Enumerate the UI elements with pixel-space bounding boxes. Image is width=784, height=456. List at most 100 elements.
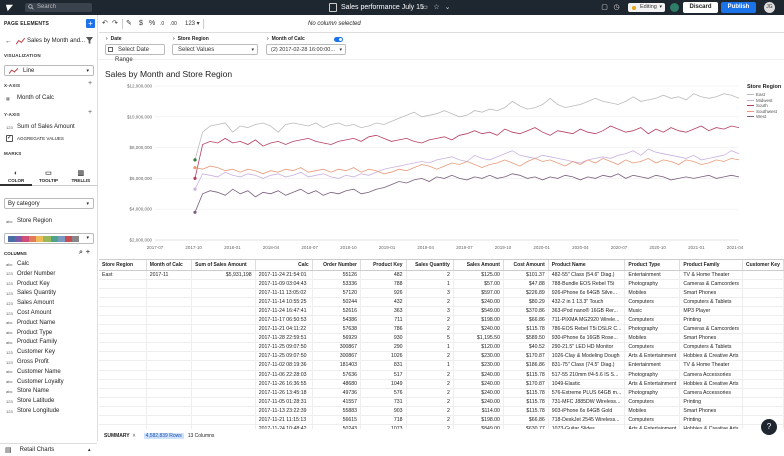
column-item[interactable]: 123 Store Longitude (6, 408, 59, 414)
table-row[interactable]: 2017-11-06 22:28:03 57636 517 2 $240.00 $115.… (99, 370, 784, 380)
column-item[interactable]: abc Customer Name (6, 369, 61, 375)
column-item[interactable]: 123 Store Latitude (6, 398, 54, 404)
selected-element-row[interactable]: ← Sales by Month and... (0, 35, 97, 47)
column-item[interactable]: 123 Product Key (6, 281, 50, 287)
search-columns-icon[interactable]: ⌕+ (78, 249, 93, 256)
chevron-down-icon[interactable]: ⌄ (444, 4, 451, 11)
folder-icon[interactable]: ▭ (421, 4, 428, 11)
publish-button[interactable]: Publish (721, 2, 756, 13)
column-header[interactable]: Month of Calc (146, 260, 193, 271)
percent-format-icon[interactable]: % (149, 20, 156, 27)
legend-item[interactable]: Southwest (747, 109, 781, 115)
column-header[interactable]: Product Key (360, 260, 407, 271)
y-axis-field[interactable]: 123 Sum of Sales Amount (6, 124, 75, 130)
add-x-axis-icon[interactable]: + (88, 80, 93, 87)
series-start-point[interactable] (193, 176, 197, 180)
document-title[interactable]: Sales performance July 15 (329, 2, 424, 13)
month-filter[interactable]: › Month of Calc (2) 2017-02-28 16:00:00..… (266, 36, 346, 55)
history-icon[interactable]: ◷ (613, 4, 620, 11)
column-header[interactable]: Calc (255, 260, 313, 271)
column-header[interactable]: Sum of Sales Amount (191, 260, 256, 271)
aggregate-checkbox[interactable]: ✓ (6, 135, 13, 142)
series-start-point[interactable] (193, 166, 197, 170)
tab-color[interactable]: ◐ COLOR (0, 168, 33, 186)
line-chart[interactable]: $12,000,000 $10,000,000 $8,000,000 $6,000,0… (99, 80, 784, 258)
table-row[interactable]: 2017-11-28 22:59:51 56929 930 5 $1,195.50 $58… (99, 333, 784, 344)
series-line-east[interactable] (194, 93, 740, 161)
table-row[interactable]: 2017-11-25 09:07:50 300867 1026 2 $230.00 $17… (99, 351, 784, 362)
table-row[interactable]: 2017-11-26 13:45:18 49736 576 2 $240.00 $115.… (99, 388, 784, 398)
legend-item[interactable]: East (747, 92, 781, 98)
store-region-select[interactable]: Select Values ▾ (172, 44, 258, 55)
legend-item[interactable]: Midwest (747, 98, 781, 104)
table-row[interactable]: 2017-11-02 08:19:36 181403 831 1 $230.00 $186… (99, 360, 784, 371)
date-filter[interactable]: › Date Select Date Range (105, 36, 165, 63)
column-item[interactable]: 123 Sales Amount (6, 300, 54, 306)
series-start-point[interactable] (193, 210, 197, 214)
viz-type-select[interactable]: Line ▾ (4, 65, 94, 76)
comment-icon[interactable]: ▢ (601, 4, 608, 11)
add-y-axis-icon[interactable]: + (88, 109, 93, 116)
filter-icon[interactable] (86, 37, 93, 44)
column-header[interactable]: Product Family (679, 260, 744, 271)
decrease-decimal-icon[interactable]: .0 (160, 21, 165, 27)
workbook-page-tab[interactable]: ▤ Retail Charts ▴ (0, 443, 97, 456)
column-header[interactable]: Store Region (99, 260, 147, 271)
table-row[interactable]: 2017-11-21 11:15:13 56615 718 2 $198.00 $66.8… (99, 415, 784, 426)
legend-item[interactable]: West (747, 114, 781, 120)
star-icon[interactable]: ☆ (433, 4, 440, 11)
series-start-point[interactable] (193, 158, 197, 162)
table-row[interactable]: 2017-11-24 10:48:425024310732$849.00$630… (99, 424, 784, 429)
date-range-input[interactable]: Select Date Range (105, 44, 165, 63)
series-line-southwest[interactable] (194, 157, 740, 175)
column-item[interactable]: abc Store Name (6, 388, 49, 394)
currency-format-icon[interactable]: $ (139, 20, 143, 27)
search-input[interactable]: Search (25, 3, 92, 12)
editing-mode-dropdown[interactable]: Editing ▾ (628, 3, 665, 12)
series-line-south[interactable] (194, 125, 740, 179)
table-row[interactable]: 2017-11-24 16:47:41 52616 363 3 $549.00 $370.… (99, 306, 784, 316)
column-item[interactable]: 123 Sales Quantity (6, 290, 56, 296)
app-logo-icon[interactable] (5, 3, 14, 12)
number-format-dropdown[interactable]: 123 ▾ (185, 21, 200, 27)
back-arrow-icon[interactable]: ← (5, 37, 12, 45)
discard-button[interactable]: Discard (683, 2, 718, 13)
column-header[interactable]: Cost Amount (503, 260, 549, 271)
series-line-midwest[interactable] (194, 148, 740, 190)
column-item[interactable]: 123 Gross Profit (6, 359, 49, 365)
collaborator-avatar[interactable] (670, 3, 679, 12)
month-select[interactable]: (2) 2017-02-28 16:00:00... ▾ (266, 44, 346, 55)
column-item[interactable]: abc Product Family (6, 339, 57, 345)
column-item[interactable]: abc Product Name (6, 320, 55, 326)
column-header[interactable]: Product Type (624, 260, 681, 271)
column-item[interactable]: abc Product Type (6, 330, 52, 336)
column-header[interactable]: Product Name (548, 260, 626, 271)
undo-icon[interactable]: ↶ (102, 20, 108, 27)
table-row[interactable]: 2017-11-09 03:04:43 53336 788 1 $57.00 $47.88… (99, 279, 784, 289)
column-header[interactable]: Sales Amount (453, 260, 504, 271)
table-row[interactable]: 2017-11-21 04:11:22 57638 786 2 $240.00 $115.… (99, 324, 784, 335)
column-item[interactable]: 123 Cost Amount (6, 310, 51, 316)
table-row[interactable]: 2017-11-17 06:50:53 54386 711 2 $198.00 $66.8… (99, 315, 784, 326)
table-row[interactable]: 2017-11-26 16:36:55 48680 1049 2 $240.00 $170… (99, 379, 784, 389)
color-palette-select[interactable]: ▾ (4, 233, 94, 244)
column-header[interactable]: Order Number (312, 260, 362, 271)
legend-item[interactable]: South (747, 103, 781, 109)
table-row[interactable]: 2017-11-05 01:28:31 41557 731 2 $240.00 $115.… (99, 397, 784, 407)
month-filter-toggle[interactable] (334, 36, 343, 42)
column-item[interactable]: abc Calc (6, 261, 29, 267)
row-count[interactable]: 4,582,839 Rows (143, 432, 184, 439)
column-header[interactable]: Sales Quantity (406, 260, 454, 271)
tab-trellis[interactable]: ▥ TRELLIS (64, 168, 97, 186)
column-item[interactable]: 123 Order Number (6, 271, 55, 277)
color-by-select[interactable]: By category ▾ (4, 198, 94, 209)
color-field[interactable]: abc Store Region (6, 218, 52, 224)
column-item[interactable]: abc Customer Loyalty (6, 379, 64, 385)
add-element-button[interactable]: + (86, 19, 95, 28)
series-line-west[interactable] (194, 173, 740, 213)
summary-label[interactable]: SUMMARY (104, 432, 130, 439)
paint-format-icon[interactable]: ✎ (126, 20, 132, 27)
x-axis-field[interactable]: ▦ Month of Calc (6, 95, 54, 101)
column-header[interactable]: Customer Key (742, 260, 784, 271)
redo-icon[interactable]: ↷ (112, 20, 118, 27)
